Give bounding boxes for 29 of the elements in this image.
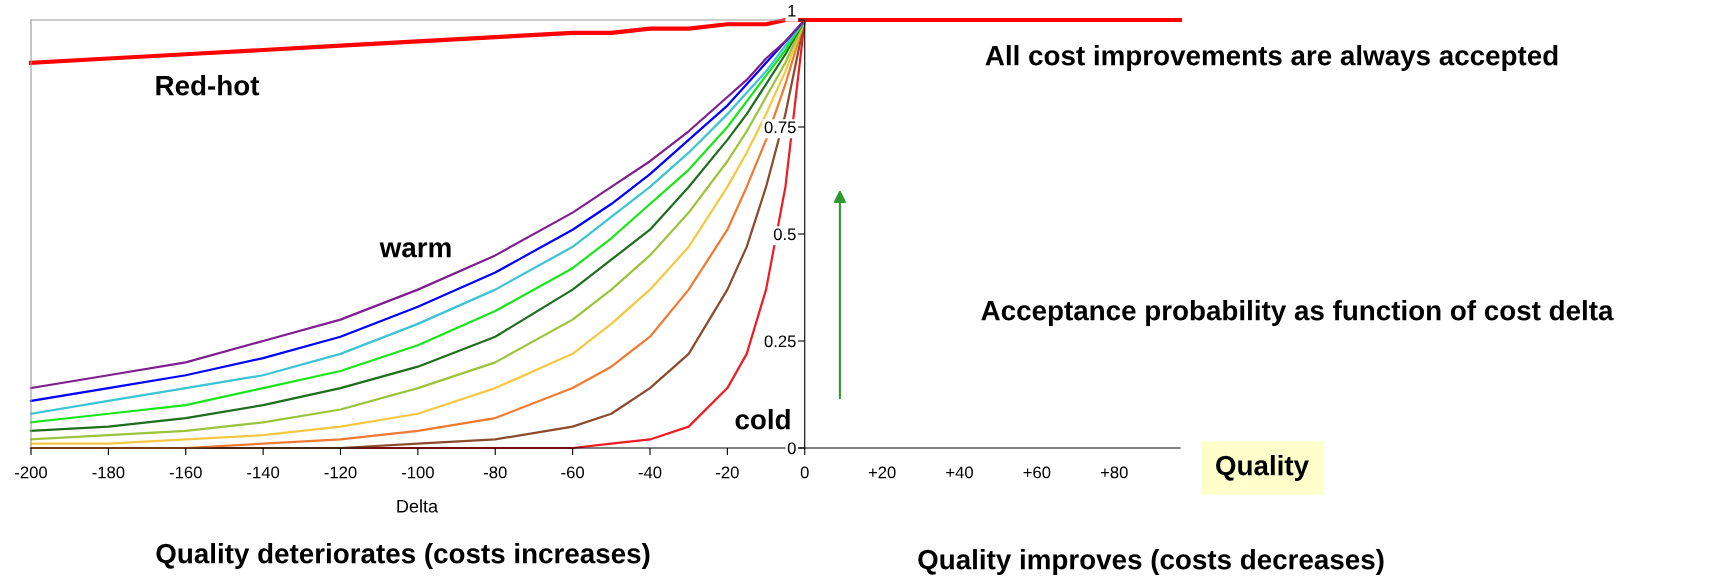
x-axis-title: Delta [397, 499, 439, 513]
annotation: Red-hot [156, 75, 260, 96]
annotation: cold [735, 409, 790, 430]
x-tick-label: 0 [800, 466, 809, 479]
y-tick-label: 0.75 [764, 121, 796, 134]
text: Quality improves (costs decreases) [918, 549, 1384, 575]
x-tick-label: -60 [561, 466, 585, 479]
x-tick-label: +60 [1023, 466, 1051, 479]
y-tick-label: 0.25 [764, 335, 796, 348]
text: Quality deteriorates (costs increases) [156, 543, 650, 569]
y-tick-label: 0.5 [773, 228, 796, 241]
x-tick-label: -100 [401, 466, 434, 479]
y-tick-label: 0 [787, 442, 796, 455]
x-tick-label: -40 [638, 466, 662, 479]
annotation: Acceptance probability as function of cost delta [981, 300, 1614, 326]
x-tick-label: -20 [716, 466, 739, 479]
x-tick-label: -180 [92, 466, 125, 479]
annotation: warm [379, 242, 451, 258]
text: Quality [1216, 455, 1309, 481]
x-tick-label: -200 [15, 466, 48, 479]
x-tick-label: -120 [324, 466, 357, 479]
x-tick-label: -160 [169, 466, 202, 479]
x-tick-label: -80 [483, 466, 507, 479]
x-tick-label: -140 [247, 466, 280, 479]
x-tick-label: +20 [868, 466, 896, 479]
y-tick-label: 1 [788, 5, 796, 17]
x-tick-label: +40 [946, 466, 973, 479]
annotation: All cost improvements are always accepted [985, 45, 1558, 71]
x-tick-label: +80 [1100, 466, 1128, 479]
